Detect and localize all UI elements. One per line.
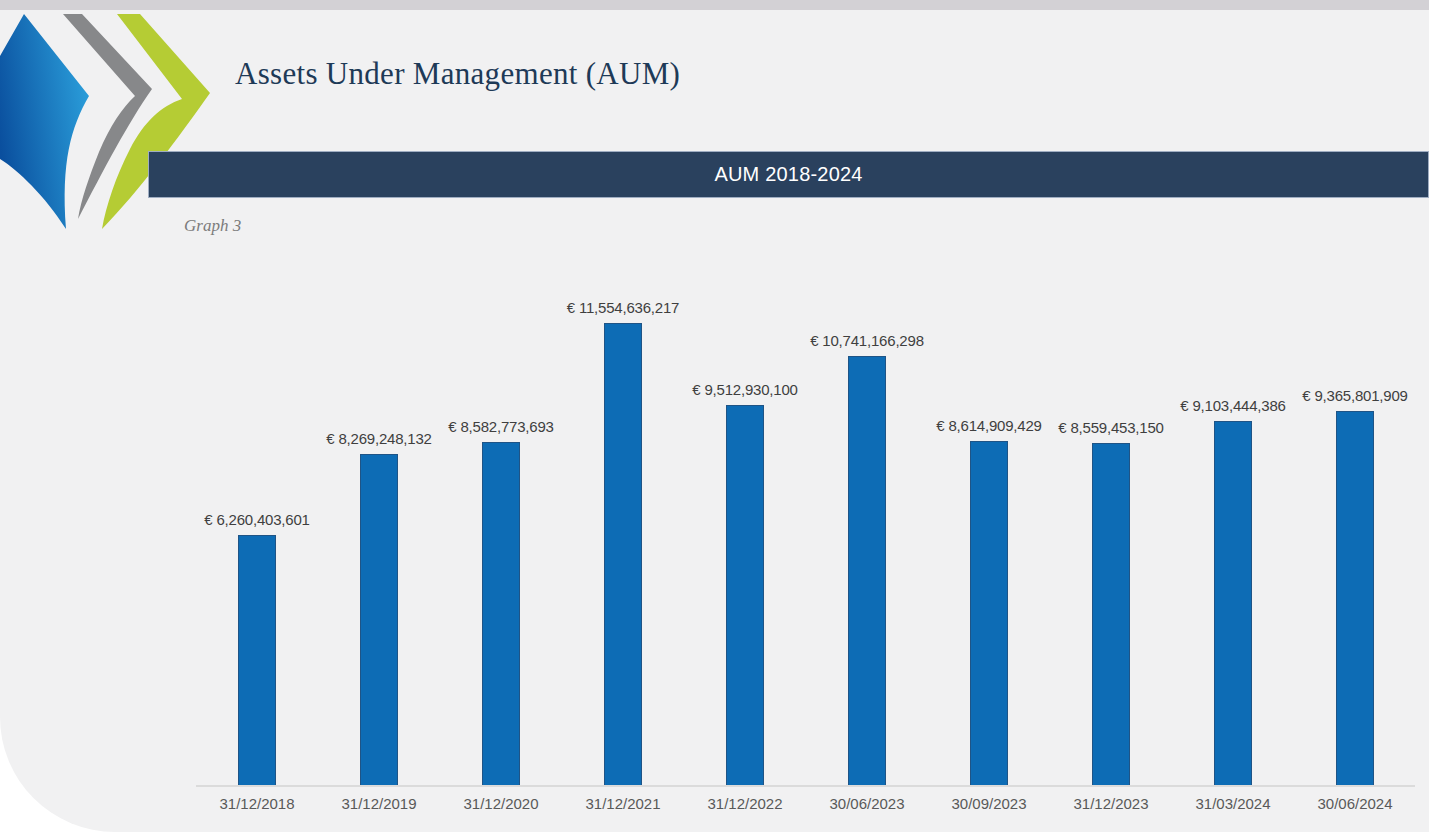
bar-value-label: € 9,512,930,100	[692, 381, 797, 398]
bar-slot: € 10,741,166,298	[806, 323, 928, 785]
x-axis-tick-label: 31/03/2024	[1172, 795, 1294, 812]
aum-bar	[848, 356, 886, 785]
bar-value-label: € 9,365,801,909	[1302, 387, 1407, 404]
window-top-strip	[0, 0, 1429, 10]
company-logo	[0, 12, 212, 234]
bar-value-label: € 11,554,636,217	[567, 299, 679, 316]
bar-slot: € 9,103,444,386	[1172, 323, 1294, 785]
aum-bar	[604, 323, 642, 785]
bar-chart: € 6,260,403,601 € 8,269,248,132 € 8,582,77…	[196, 10, 1416, 832]
aum-bar	[482, 442, 520, 785]
bar-slot: € 9,365,801,909	[1294, 323, 1416, 785]
x-axis-tick-label: 31/12/2021	[562, 795, 684, 812]
bar-slot: € 8,269,248,132	[318, 323, 440, 785]
x-axis-tick-label: 30/06/2024	[1294, 795, 1416, 812]
bar-value-label: € 9,103,444,386	[1180, 397, 1285, 414]
bar-value-label: € 10,741,166,298	[810, 332, 924, 349]
bar-slot: € 8,559,453,150	[1050, 323, 1172, 785]
bar-slot: € 6,260,403,601	[196, 323, 318, 785]
x-axis-tick-label: 31/12/2019	[318, 795, 440, 812]
bar-slot: € 8,582,773,693	[440, 323, 562, 785]
aum-bar	[1214, 421, 1252, 785]
x-axis-tick-label: 31/12/2020	[440, 795, 562, 812]
x-axis-tick-label: 31/12/2022	[684, 795, 806, 812]
bar-slot: € 9,512,930,100	[684, 323, 806, 785]
aum-bar	[1092, 443, 1130, 785]
bar-slot: € 8,614,909,429	[928, 323, 1050, 785]
bar-value-label: € 6,260,403,601	[204, 511, 309, 528]
report-page: Assets Under Management (AUM) AUM 2018-2…	[0, 0, 1429, 832]
bar-slot: € 11,554,636,217	[562, 323, 684, 785]
x-axis-labels: 31/12/201831/12/201931/12/202031/12/2021…	[196, 792, 1416, 812]
x-axis-tick-label: 30/09/2023	[928, 795, 1050, 812]
plot-area: € 6,260,403,601 € 8,269,248,132 € 8,582,77…	[196, 323, 1416, 785]
x-axis-tick-label: 31/12/2023	[1050, 795, 1172, 812]
aum-bar	[726, 405, 764, 785]
bar-value-label: € 8,582,773,693	[448, 418, 553, 435]
bar-value-label: € 8,614,909,429	[936, 417, 1041, 434]
x-axis-line	[196, 785, 1415, 787]
aum-bar	[360, 454, 398, 785]
aum-bar	[238, 535, 276, 785]
logo-blue-sail	[0, 14, 89, 229]
bar-value-label: € 8,269,248,132	[326, 430, 431, 447]
bar-value-label: € 8,559,453,150	[1058, 419, 1163, 436]
slide-content: Assets Under Management (AUM) AUM 2018-2…	[0, 10, 1429, 832]
aum-bar	[970, 441, 1008, 785]
x-axis-tick-label: 31/12/2018	[196, 795, 318, 812]
x-axis-tick-label: 30/06/2023	[806, 795, 928, 812]
aum-bar	[1336, 411, 1374, 785]
